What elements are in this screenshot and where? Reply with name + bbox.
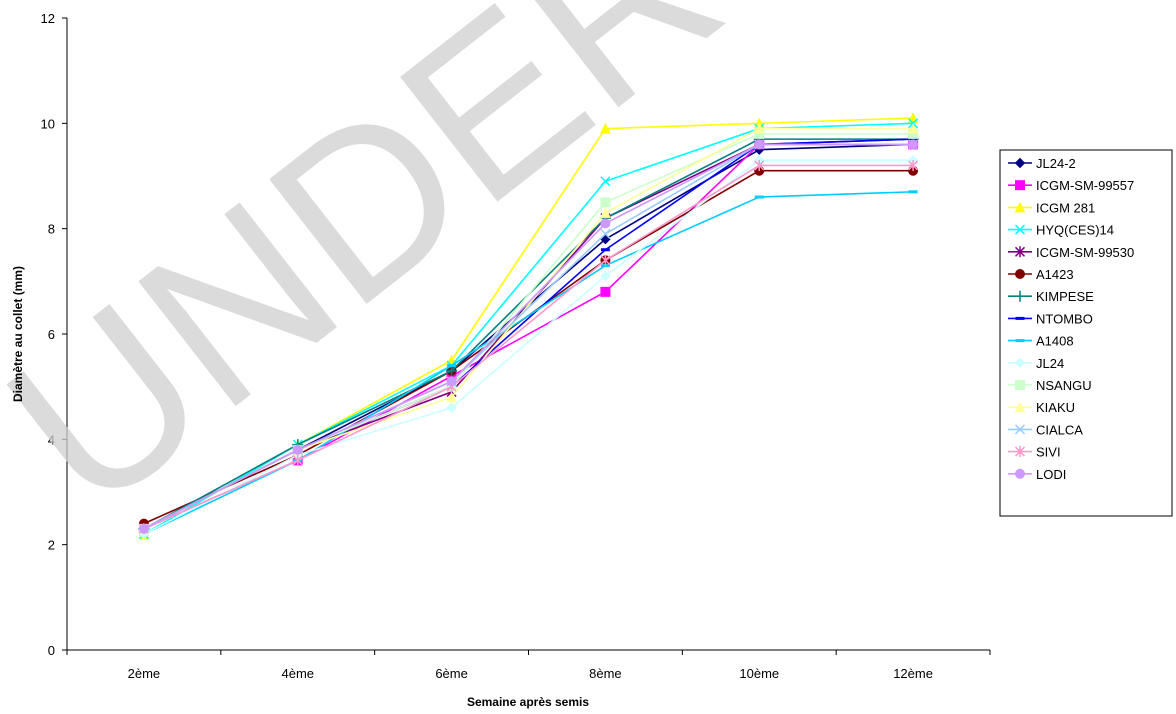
series-line	[143, 159, 914, 535]
series-line	[143, 164, 914, 530]
legend-marker	[1014, 357, 1026, 369]
legend-item: JL24	[1008, 356, 1064, 371]
data-point	[600, 286, 611, 297]
y-tick-label: 8	[48, 222, 55, 237]
legend-item: HYQ(CES)14	[1008, 223, 1114, 238]
data-point	[907, 122, 919, 134]
legend-item: NTOMBO	[1008, 311, 1093, 326]
series-line	[143, 143, 914, 530]
legend-marker	[1015, 316, 1025, 320]
series-lodi	[138, 139, 919, 534]
legend-label: NTOMBO	[1036, 311, 1093, 326]
legend-item: KIAKU	[1008, 400, 1075, 415]
legend-label: HYQ(CES)14	[1036, 223, 1114, 238]
y-tick-label: 4	[48, 432, 55, 447]
legend-marker	[1014, 224, 1026, 235]
legend-item: SIVI	[1008, 445, 1061, 460]
data-point	[600, 248, 610, 252]
data-point	[600, 122, 611, 134]
axis-ticks: 0 2 4 6 8 10 12 2ème 4ème 6ème 8ème 10ème 12ème	[41, 11, 991, 681]
data-point	[754, 195, 764, 199]
legend-label: JL24-2	[1036, 156, 1076, 171]
y-tick-label: 0	[48, 643, 55, 658]
legend-marker	[1014, 246, 1026, 258]
legend-marker	[1014, 424, 1026, 435]
legend-item: A1423	[1008, 267, 1074, 282]
legend-item: LODI	[1008, 467, 1066, 482]
legend-marker	[1015, 339, 1025, 343]
legend-label: SIVI	[1036, 445, 1061, 460]
x-tick-label: 10ème	[739, 666, 779, 681]
legend-marker	[1014, 157, 1026, 169]
legend-marker	[1015, 468, 1025, 479]
data-point	[754, 159, 765, 171]
data-point	[600, 207, 611, 218]
legend-marker	[1015, 269, 1025, 279]
y-tick-label: 10	[41, 116, 55, 131]
legend-item: ICGM-SM-99530	[1008, 245, 1134, 260]
x-tick-label: 12ème	[893, 666, 933, 681]
y-tick-label: 12	[41, 11, 55, 26]
data-point	[600, 228, 611, 239]
legend-marker	[1015, 380, 1025, 390]
y-axis-title: Diamètre au collet (mm)	[11, 266, 25, 402]
data-point	[138, 523, 149, 534]
legend-marker	[1014, 290, 1026, 302]
legend-box	[999, 149, 1173, 517]
data-point	[446, 402, 457, 413]
series-line	[143, 191, 914, 535]
legend-label: KIMPESE	[1036, 289, 1094, 304]
legend-item: KIMPESE	[1008, 289, 1094, 304]
legend-label: A1423	[1036, 267, 1074, 282]
legend-label: NSANGU	[1036, 378, 1092, 393]
data-point	[600, 197, 611, 208]
legend: JL24-2 ICGM-SM-99557 ICGM 281 HYQ(CES)14 ICG…	[999, 149, 1173, 517]
y-tick-label: 2	[48, 538, 55, 553]
data-point	[753, 122, 765, 134]
data-point	[600, 270, 611, 282]
data-point	[908, 190, 918, 194]
legend-marker	[1014, 201, 1026, 213]
legend-label: CIALCA	[1036, 422, 1083, 437]
x-axis-title: Semaine après semis	[467, 695, 589, 709]
x-tick-label: 8ème	[589, 666, 622, 681]
legend-label: LODI	[1036, 467, 1066, 482]
legend-item: CIALCA	[1008, 422, 1083, 437]
legend-marker	[1014, 401, 1026, 413]
data-point	[600, 218, 611, 229]
data-point	[908, 159, 919, 171]
legend-label: JL24	[1036, 356, 1064, 371]
data-point	[292, 454, 303, 466]
legend-label: KIAKU	[1036, 400, 1075, 415]
x-tick-label: 4ème	[281, 666, 314, 681]
legend-label: A1408	[1036, 334, 1074, 349]
legend-marker	[1014, 446, 1026, 458]
data-point	[446, 376, 457, 387]
legend-marker	[1015, 180, 1025, 191]
legend-item: NSANGU	[1008, 378, 1092, 393]
series-group	[138, 112, 919, 540]
data-point	[446, 391, 457, 403]
legend-item: ICGM 281	[1008, 200, 1095, 215]
legend-label: ICGM 281	[1036, 200, 1095, 215]
data-point	[908, 137, 918, 141]
data-point	[600, 176, 611, 187]
y-tick-label: 6	[48, 327, 55, 342]
x-tick-label: 2ème	[128, 666, 161, 681]
legend-item: ICGM-SM-99557	[1008, 178, 1134, 193]
data-point	[447, 364, 457, 368]
data-point	[292, 444, 303, 455]
legend-item: JL24-2	[1008, 156, 1076, 171]
x-tick-label: 6ème	[435, 666, 468, 681]
legend-item: A1408	[1008, 334, 1074, 349]
legend-label: ICGM-SM-99530	[1036, 245, 1134, 260]
data-point	[446, 365, 458, 377]
data-point	[908, 139, 919, 150]
data-point	[600, 254, 611, 266]
data-point	[754, 139, 765, 150]
legend-label: ICGM-SM-99557	[1036, 178, 1134, 193]
